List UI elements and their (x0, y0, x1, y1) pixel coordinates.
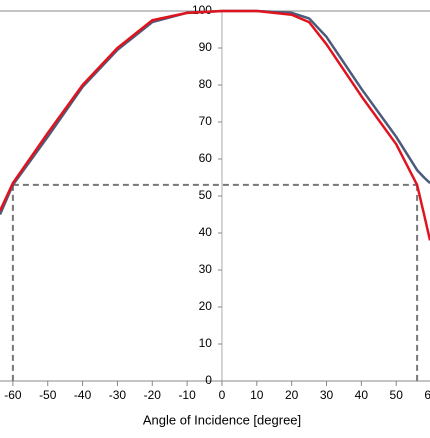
y-tick-label: 10 (199, 336, 213, 350)
x-tick-label: 60 (424, 388, 430, 402)
x-tick-label: 0 (219, 388, 226, 402)
y-tick-label: 100 (192, 3, 212, 17)
x-tick-label: -60 (4, 388, 22, 402)
x-tick-label: 30 (320, 388, 334, 402)
x-tick-label: 50 (390, 388, 404, 402)
y-tick-label: 0 (205, 373, 212, 387)
x-tick-label: -30 (109, 388, 127, 402)
y-tick-label: 60 (199, 151, 213, 165)
y-tick-label: 50 (199, 188, 213, 202)
x-tick-label: -20 (144, 388, 162, 402)
x-tick-label: -10 (178, 388, 196, 402)
x-tick-label: -40 (74, 388, 92, 402)
y-tick-label: 80 (199, 77, 213, 91)
x-axis-label: Angle of Incidence [degree] (143, 412, 301, 427)
y-tick-label: 70 (199, 114, 213, 128)
x-tick-label: 10 (250, 388, 264, 402)
y-tick-label: 20 (199, 299, 213, 313)
y-tick-label: 90 (199, 40, 213, 54)
series-line (0, 9, 430, 241)
x-tick-label: -50 (39, 388, 57, 402)
x-tick-label: 20 (285, 388, 299, 402)
y-tick-label: 40 (199, 225, 213, 239)
x-tick-label: 40 (355, 388, 369, 402)
y-tick-label: 30 (199, 262, 213, 276)
